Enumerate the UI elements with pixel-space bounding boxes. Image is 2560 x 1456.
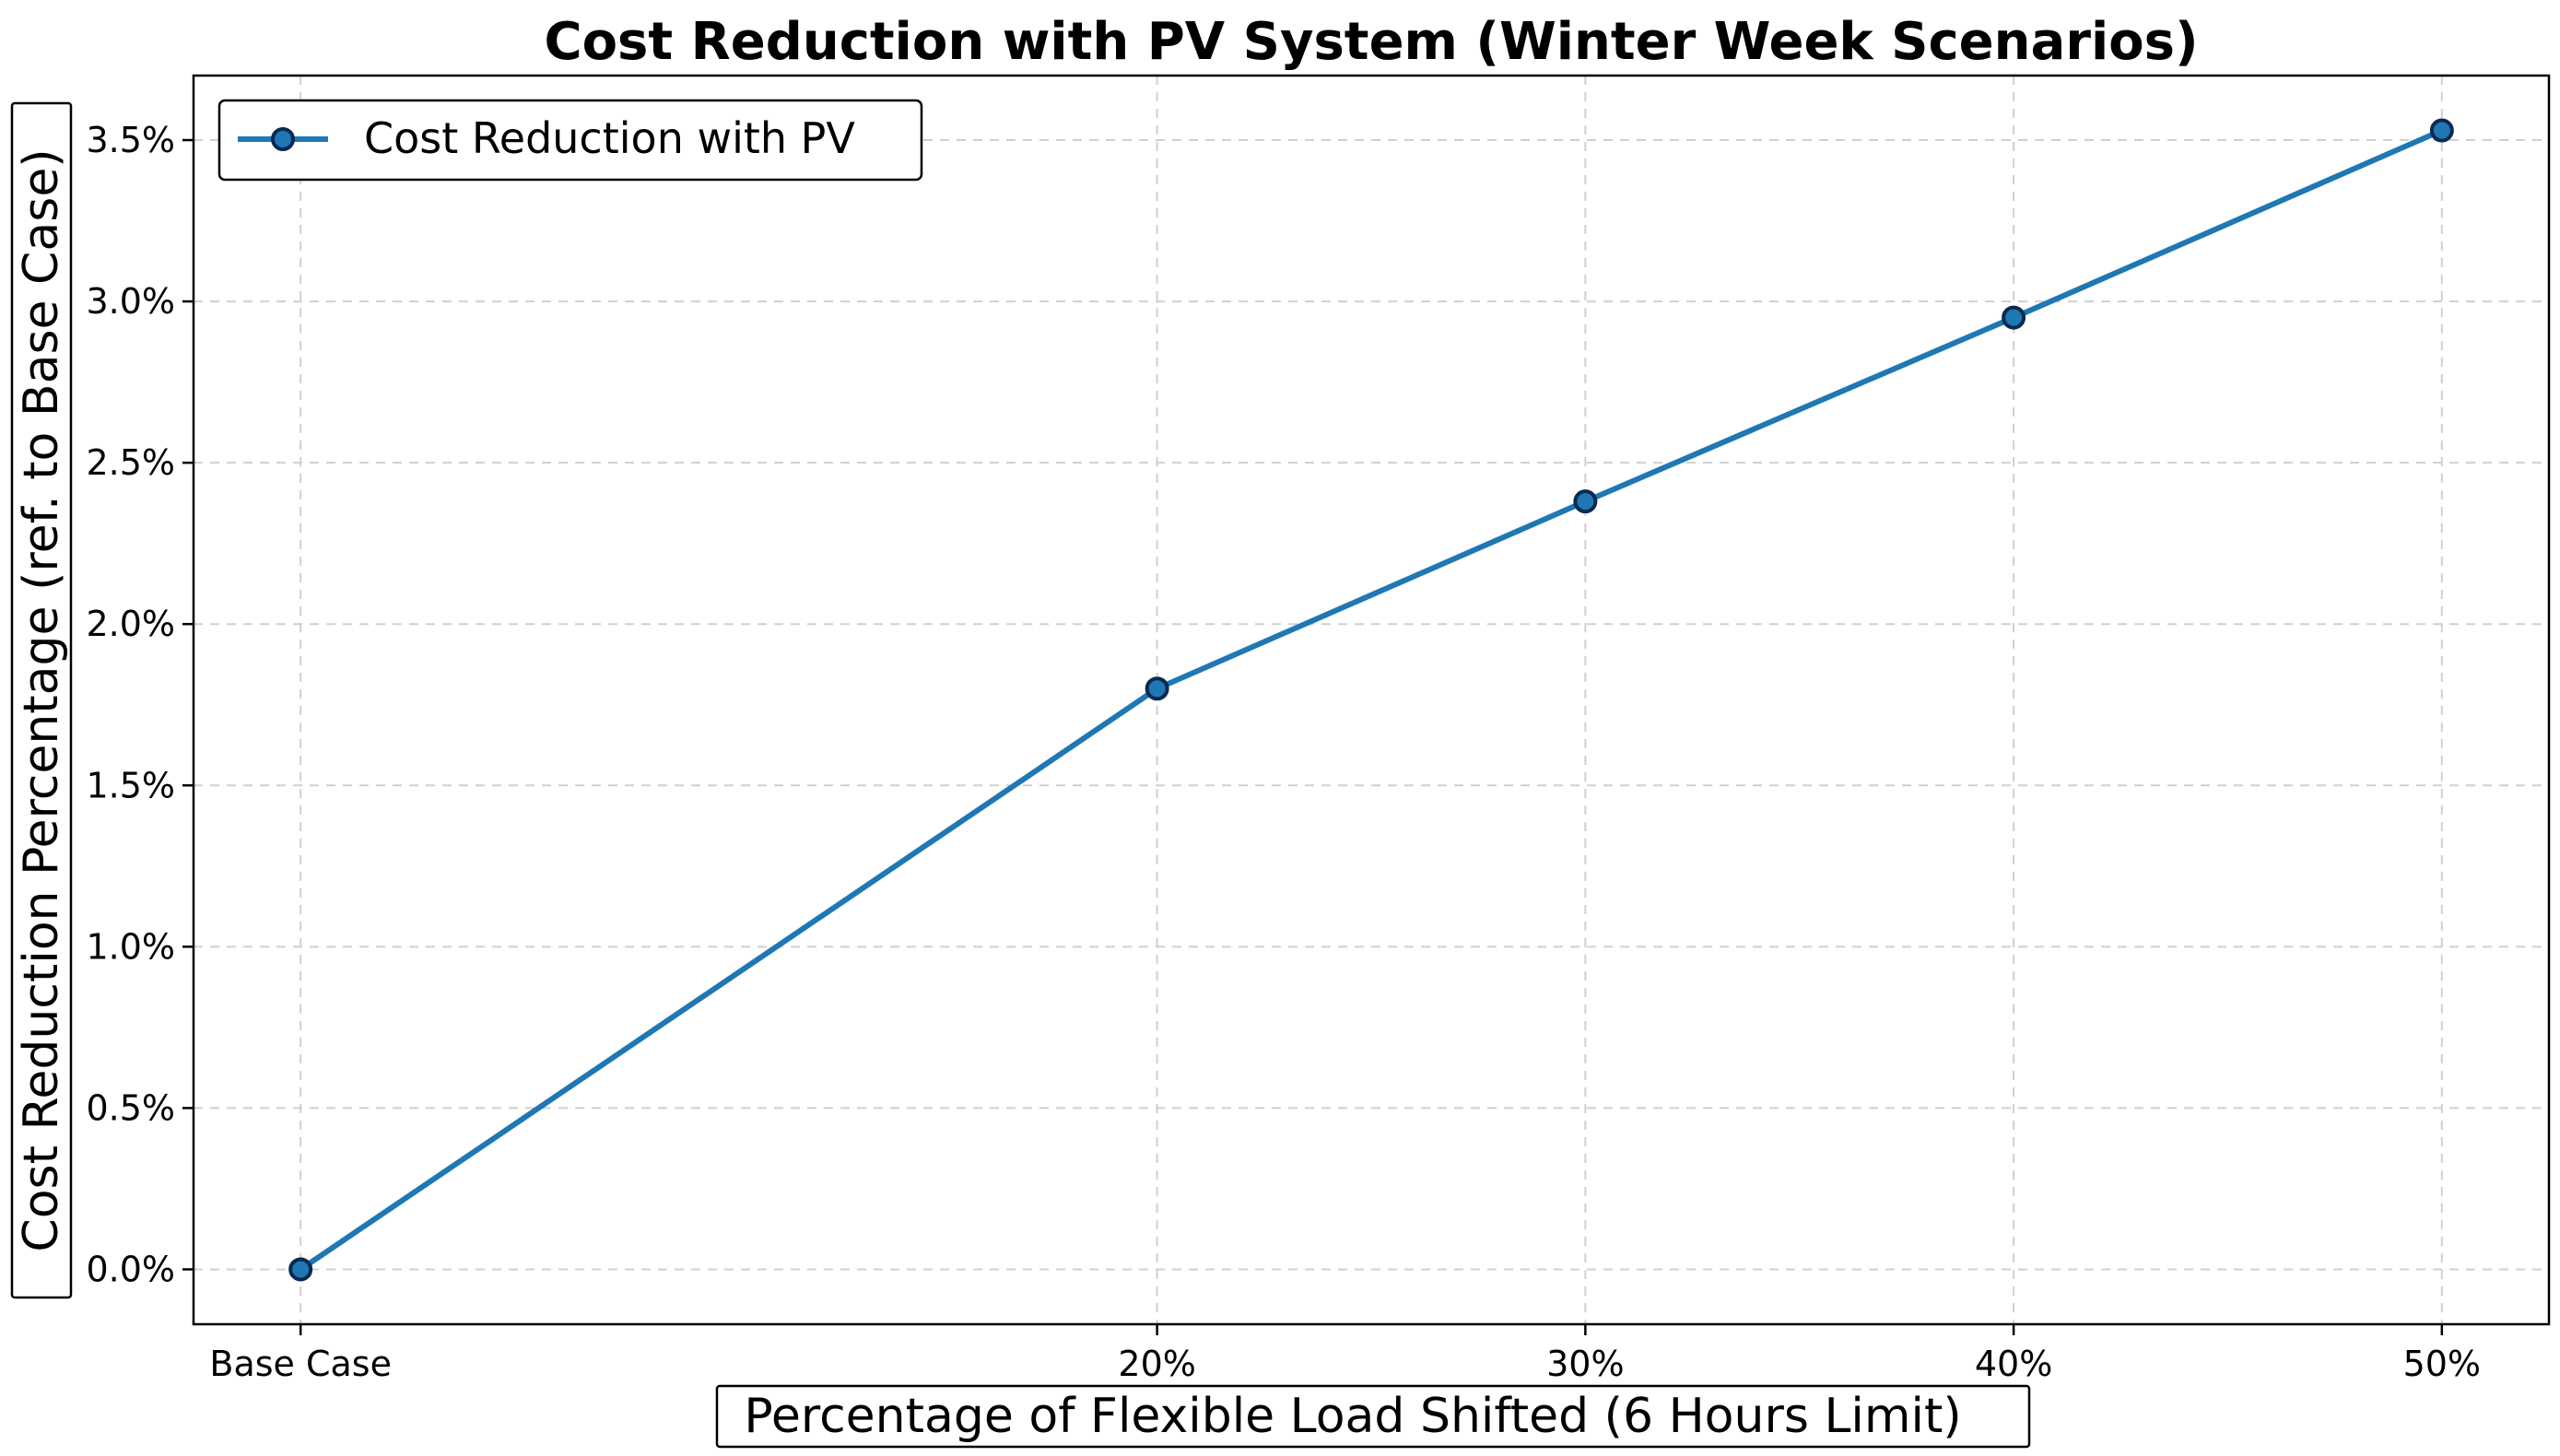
- data-point: [2429, 118, 2454, 143]
- x-tick-label: Base Case: [209, 1344, 392, 1384]
- legend-label: Cost Reduction with PV: [364, 113, 855, 163]
- data-point: [288, 1257, 313, 1282]
- y-axis-label-box: [10, 101, 73, 1299]
- y-tick-label: 3.5%: [86, 120, 175, 160]
- y-tick-label: 2.5%: [86, 442, 175, 483]
- y-axis-label-group: Cost Reduction Percentage (ref. to Base …: [10, 101, 73, 1299]
- chart-title: Cost Reduction with PV System (Winter We…: [544, 12, 2198, 72]
- x-axis: Base Case 20% 30% 40% 50%: [209, 1324, 2481, 1384]
- y-axis: 0.0% 0.5% 1.0% 1.5% 2.0% 2.5% 3.0% 3.5%: [86, 120, 194, 1289]
- x-axis-label-box: [715, 1384, 2031, 1449]
- y-tick-label: 1.0%: [86, 926, 175, 967]
- legend-marker: [271, 127, 295, 151]
- legend-box: [217, 99, 923, 182]
- y-tick-label: 0.0%: [86, 1249, 175, 1289]
- x-axis-label: Percentage of Flexible Load Shifted (6 H…: [744, 1389, 1961, 1444]
- series-layer: [288, 118, 2454, 1282]
- x-tick-label: 30%: [1546, 1344, 1624, 1384]
- y-tick-label: 1.5%: [86, 765, 175, 805]
- legend: Cost Reduction with PV: [217, 99, 923, 182]
- grid: [194, 76, 2549, 1324]
- y-tick-label: 2.0%: [86, 604, 175, 644]
- x-axis-label-group: Percentage of Flexible Load Shifted (6 H…: [715, 1384, 2031, 1449]
- y-tick-label: 0.5%: [86, 1087, 175, 1128]
- y-axis-label: Cost Reduction Percentage (ref. to Base …: [14, 148, 69, 1251]
- data-point: [2002, 305, 2026, 330]
- x-tick-label: 20%: [1118, 1344, 1195, 1384]
- plot-frame: [192, 74, 2551, 1326]
- x-tick-label: 50%: [2403, 1344, 2481, 1384]
- x-tick-label: 40%: [1975, 1344, 2052, 1384]
- data-point: [1573, 489, 1598, 514]
- y-tick-label: 3.0%: [86, 281, 175, 322]
- data-point: [1145, 676, 1169, 701]
